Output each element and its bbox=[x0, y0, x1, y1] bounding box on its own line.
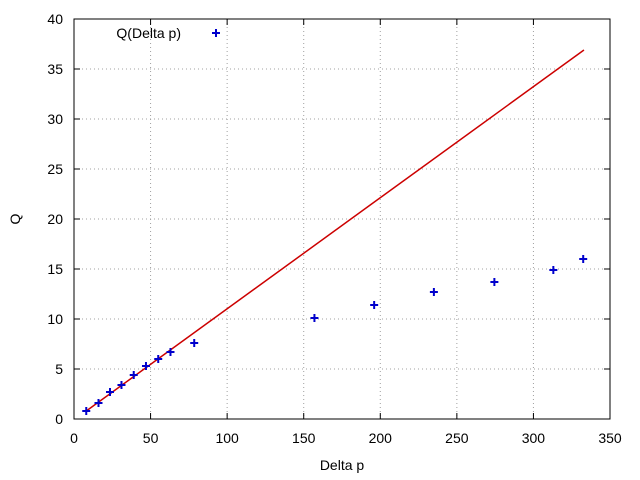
data-point bbox=[429, 288, 438, 296]
y-tick-label: 25 bbox=[47, 161, 63, 177]
legend: Q(Delta p) bbox=[116, 25, 220, 41]
data-point bbox=[190, 339, 199, 347]
data-point bbox=[370, 301, 379, 309]
data-point bbox=[82, 407, 91, 415]
y-axis-label: Q bbox=[7, 213, 23, 224]
y-tick-label: 40 bbox=[47, 11, 63, 27]
data-point bbox=[549, 266, 558, 274]
y-tick-label: 0 bbox=[55, 411, 63, 427]
x-tick-label: 0 bbox=[70, 430, 78, 446]
fit-line bbox=[85, 49, 585, 412]
x-tick-label: 50 bbox=[143, 430, 159, 446]
x-tick-label: 300 bbox=[522, 430, 546, 446]
data-point bbox=[579, 255, 588, 263]
x-tick-label: 250 bbox=[445, 430, 469, 446]
x-tick-label: 100 bbox=[215, 430, 239, 446]
data-point bbox=[166, 348, 175, 356]
legend-plus-icon bbox=[212, 29, 220, 37]
data-point bbox=[117, 381, 126, 389]
y-tick-label: 15 bbox=[47, 261, 63, 277]
fit-line-layer bbox=[85, 49, 585, 412]
axis-ticks: 0 50 100 150 200 250 300 350 0 5 10 15 20 25 30 35 40 bbox=[47, 11, 621, 446]
x-tick-label: 200 bbox=[369, 430, 393, 446]
y-tick-label: 30 bbox=[47, 111, 63, 127]
y-tick-label: 5 bbox=[55, 361, 63, 377]
x-tick-label: 350 bbox=[598, 430, 622, 446]
data-point bbox=[105, 388, 114, 396]
x-axis-label: Delta p bbox=[320, 457, 365, 473]
grid bbox=[74, 19, 610, 419]
data-point bbox=[154, 355, 163, 363]
legend-label: Q(Delta p) bbox=[116, 25, 181, 41]
legend-marker-icon bbox=[212, 29, 220, 37]
data-point bbox=[141, 362, 150, 370]
data-point bbox=[490, 278, 499, 286]
data-points bbox=[82, 255, 588, 415]
y-tick-label: 20 bbox=[47, 211, 63, 227]
y-tick-label: 35 bbox=[47, 61, 63, 77]
data-point bbox=[129, 371, 138, 379]
data-point bbox=[310, 314, 319, 322]
x-tick-label: 150 bbox=[292, 430, 316, 446]
y-tick-label: 10 bbox=[47, 311, 63, 327]
data-point bbox=[94, 399, 103, 407]
